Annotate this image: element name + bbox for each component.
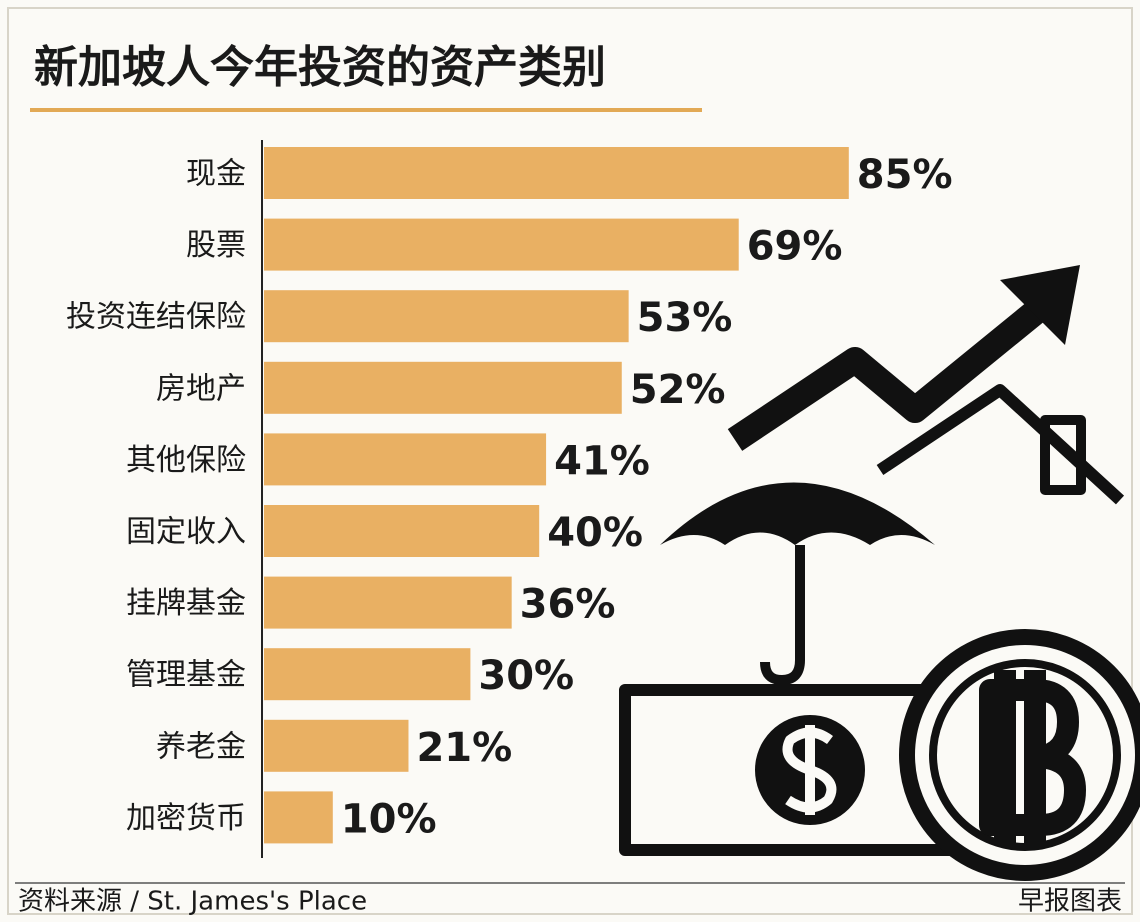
category-label: 养老金 bbox=[156, 729, 246, 764]
category-label: 管理基金 bbox=[126, 658, 246, 693]
trend-arrow bbox=[727, 289, 1059, 451]
category-label: 其他保险 bbox=[126, 443, 246, 478]
bar bbox=[264, 576, 512, 629]
value-label: 53% bbox=[637, 295, 733, 341]
category-label: 固定收入 bbox=[126, 515, 246, 550]
chart-title: 新加坡人今年投资的资产类别 bbox=[34, 42, 606, 93]
value-label: 52% bbox=[630, 367, 726, 413]
frame bbox=[7, 7, 1133, 915]
source-note: 资料来源 / St. James's Place bbox=[18, 887, 367, 917]
category-label: 现金 bbox=[186, 157, 246, 192]
value-label: 30% bbox=[478, 653, 574, 699]
value-label: 10% bbox=[341, 796, 437, 842]
bar bbox=[264, 147, 849, 199]
value-label: 69% bbox=[747, 224, 843, 270]
value-label: 40% bbox=[547, 510, 643, 556]
umbrella bbox=[660, 482, 935, 545]
value-label: 85% bbox=[857, 152, 953, 198]
category-label: 股票 bbox=[186, 228, 246, 263]
credit: 早报图表 bbox=[1018, 887, 1122, 917]
category-label: 挂牌基金 bbox=[126, 586, 246, 621]
value-label: 36% bbox=[520, 582, 616, 628]
bar bbox=[264, 290, 629, 343]
bar bbox=[264, 648, 471, 701]
value-label: 21% bbox=[416, 725, 512, 771]
value-label: 41% bbox=[554, 438, 650, 484]
bar bbox=[264, 433, 547, 486]
bitcoin-sign bbox=[979, 670, 1086, 845]
category-label: 投资连结保险 bbox=[66, 300, 246, 335]
bar bbox=[264, 218, 739, 271]
bar bbox=[264, 505, 540, 557]
arrow-head bbox=[1000, 265, 1080, 345]
bar bbox=[264, 791, 333, 844]
bar bbox=[264, 719, 409, 772]
bitcoin-rim bbox=[929, 659, 1121, 851]
category-label: 加密货币 bbox=[126, 801, 246, 836]
chimney bbox=[1040, 415, 1086, 495]
illustration bbox=[619, 265, 1140, 881]
dollar-sign bbox=[782, 725, 837, 815]
category-label: 房地产 bbox=[156, 371, 246, 406]
bar bbox=[264, 361, 622, 414]
umbrella-handle bbox=[760, 545, 805, 685]
bitcoin-coin bbox=[899, 629, 1140, 881]
